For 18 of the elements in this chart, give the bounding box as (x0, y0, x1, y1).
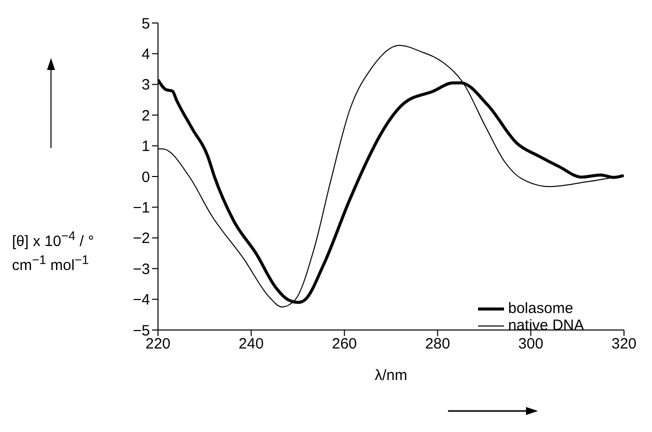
x-tick-label: 280 (425, 336, 450, 353)
x-tick-label: 300 (518, 336, 544, 353)
legend-label: bolasome (508, 300, 574, 317)
y-tick-label: −2 (132, 230, 150, 248)
y-tick-label: 0 (142, 168, 150, 186)
x-axis-title: λ/nm (374, 367, 408, 384)
y-tick-label: 4 (142, 46, 150, 64)
x-tick-label: 240 (238, 336, 264, 353)
y-tick-label: 5 (142, 15, 150, 32)
x-tick-label: 260 (332, 336, 357, 353)
y-tick-label: −1 (132, 200, 150, 217)
y-tick-label: 2 (142, 107, 150, 124)
y-tick-label: 1 (142, 138, 150, 156)
y-tick-label: −3 (132, 260, 150, 278)
text: [θ] x 10$^{−4}$ / ° cm$^{−1}$ mol$^{−1}$ (12, 229, 94, 274)
y-tick-label: 3 (142, 76, 150, 94)
y-tick-label: −4 (132, 292, 150, 309)
x-tick-label: 320 (611, 336, 637, 353)
